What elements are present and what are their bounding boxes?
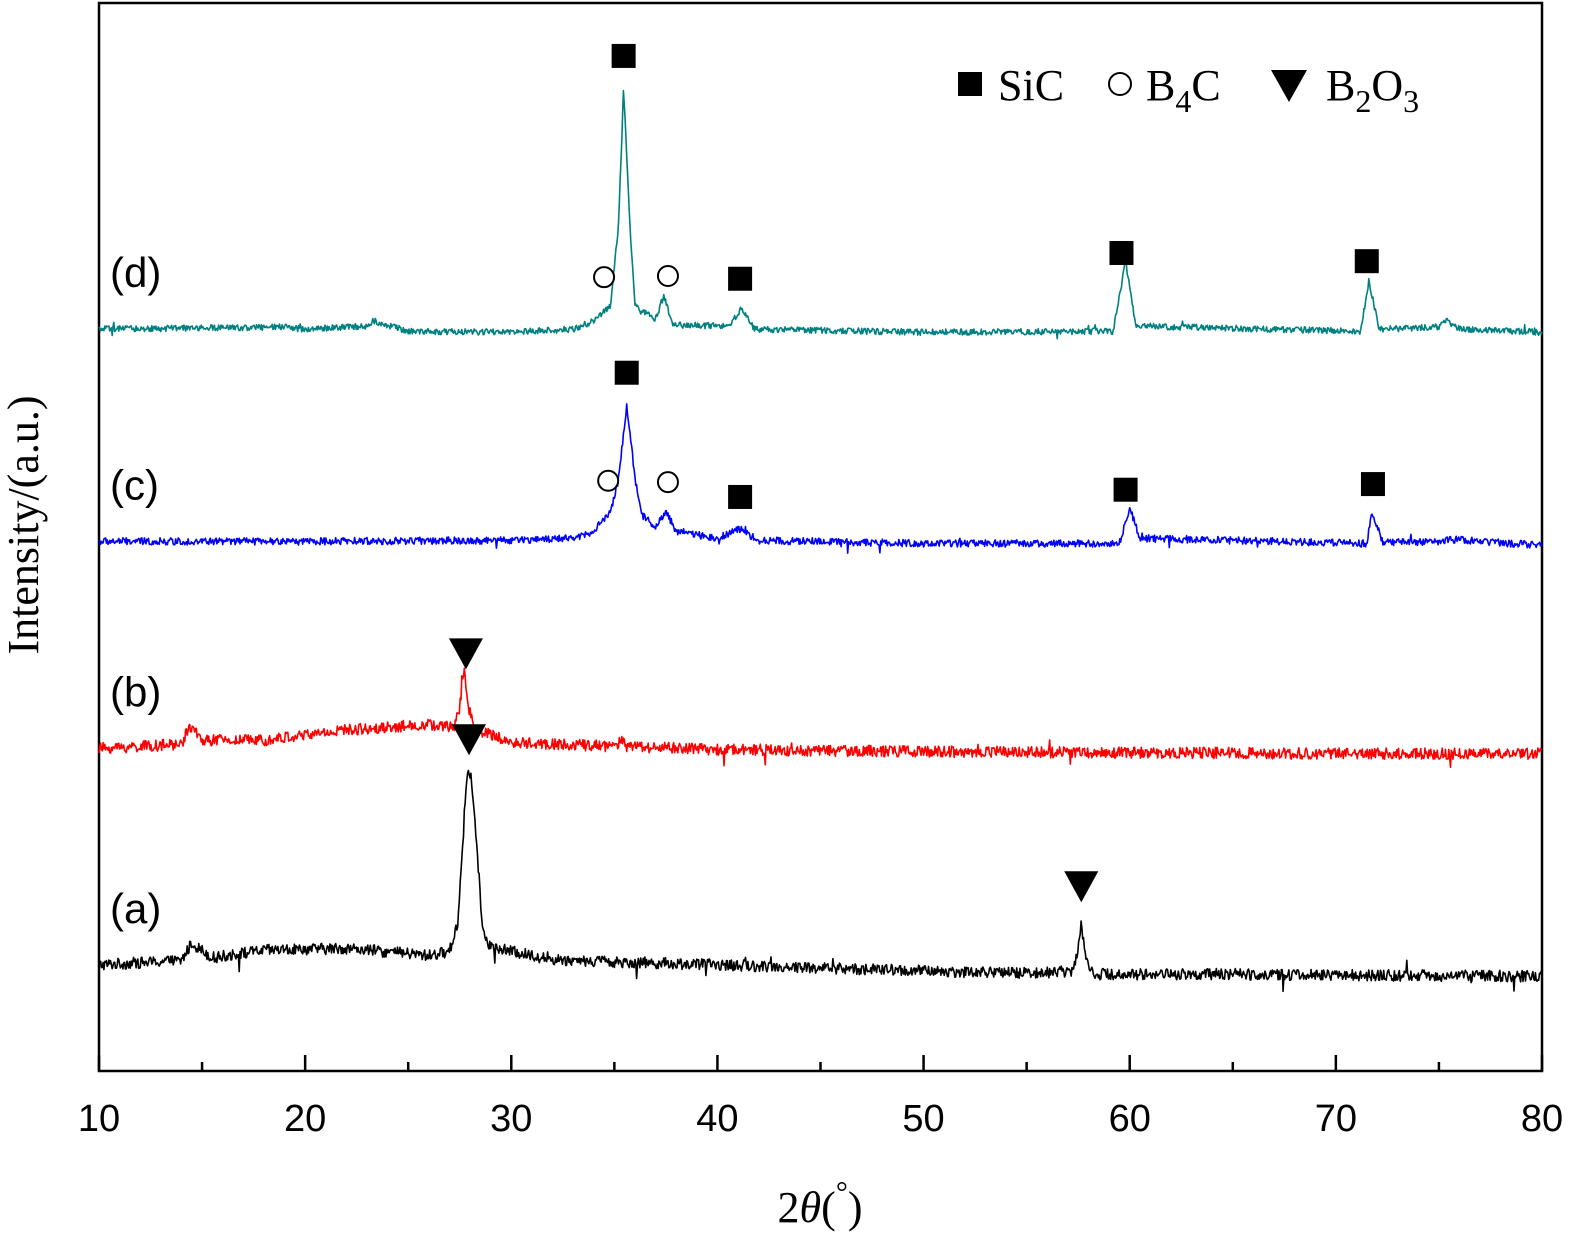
y-axis-title: Intensity/(a.u.) (0, 395, 48, 654)
peak-marker-sic (1354, 249, 1379, 274)
curve-a (98, 769, 1543, 993)
x-axis-title-close: ) (848, 1183, 863, 1232)
legend-b4c-sub: 4 (1175, 83, 1191, 119)
curve-label-b: (b) (110, 668, 161, 715)
curve-label-c: (c) (110, 461, 159, 508)
legend-b2o3-label: B2O3 (1326, 61, 1419, 119)
curve-labels: (a) (b) (c) (d) (110, 249, 161, 932)
peak-marker-b4c (656, 265, 679, 287)
x-axis-title: 2θ(°) (778, 1176, 863, 1232)
peak-markers (448, 43, 1385, 903)
curve-b (98, 667, 1543, 769)
peak-marker-sic (728, 484, 753, 509)
xrd-curves (98, 89, 1543, 993)
legend-b2o3-base: B (1326, 61, 1355, 110)
x-axis-title-prefix: 2 (778, 1183, 800, 1232)
curve-c (98, 403, 1543, 554)
peak-marker-sic (1113, 477, 1138, 502)
x-tick-label: 60 (1109, 1098, 1151, 1140)
curve-label-a: (a) (110, 885, 161, 932)
peak-marker-sic (614, 360, 639, 385)
x-tick-label: 20 (284, 1098, 326, 1140)
x-tick-label: 50 (902, 1098, 944, 1140)
peak-marker-b4c (597, 469, 620, 492)
curve-label-d: (d) (110, 249, 161, 296)
x-tick-label: 70 (1315, 1098, 1357, 1140)
peak-marker-b4c (593, 266, 616, 289)
legend: SiC B4C B2O3 (958, 61, 1419, 119)
peak-marker-b2o3 (1064, 871, 1099, 903)
legend-b4c-base: B (1146, 61, 1175, 110)
plot-frame (97, 1, 1544, 1073)
x-tick-label: 80 (1521, 1098, 1563, 1140)
legend-b2o3-mid: O (1371, 61, 1403, 110)
peak-marker-b2o3 (452, 724, 487, 756)
x-tick-label: 40 (696, 1098, 738, 1140)
peak-marker-sic (1360, 472, 1385, 497)
legend-sic-marker (958, 72, 982, 96)
legend-sic-label: SiC (998, 61, 1064, 110)
x-axis-title-open: ( (821, 1183, 836, 1232)
legend-b4c-label: B4C (1146, 61, 1221, 119)
peak-marker-sic (611, 43, 636, 68)
x-tick-label: 30 (490, 1098, 532, 1140)
peak-marker-b2o3 (448, 638, 483, 670)
peak-marker-sic (728, 266, 753, 291)
x-tick-label: 10 (78, 1098, 120, 1140)
x-axis-title-degree: ° (836, 1176, 848, 1209)
legend-b2o3-sub: 2 (1355, 83, 1371, 119)
curve-d (98, 89, 1543, 340)
x-axis-ticks: 10 20 30 40 50 60 70 80 (78, 1055, 1563, 1140)
peak-marker-sic (1109, 240, 1134, 265)
legend-b2o3-sub2: 3 (1403, 83, 1419, 119)
x-axis-title-theta: θ (800, 1183, 822, 1232)
legend-b4c-tail: C (1191, 61, 1220, 110)
legend-b4c-marker (1108, 72, 1132, 96)
legend-b2o3-marker (1271, 70, 1307, 102)
peak-marker-b4c (656, 471, 679, 494)
